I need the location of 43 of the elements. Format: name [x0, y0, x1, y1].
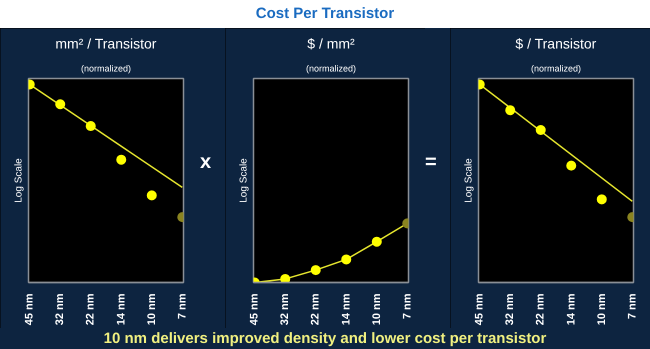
x-tick-label: 10 nm	[146, 293, 158, 326]
x-tick-label: 22 nm	[534, 293, 547, 326]
text: Cost Per Transistor	[0, 0, 650, 28]
x-tick-label: 10 nm	[596, 293, 608, 326]
chart-title: mm² / Transistor	[55, 36, 157, 52]
x-tick-label: 14 nm	[340, 293, 352, 326]
chart-title: $ / Transistor	[515, 36, 597, 52]
x-tick-label: 22 nm	[310, 293, 322, 326]
point	[146, 190, 157, 200]
point	[596, 194, 607, 204]
y-axis-title: Log Scale	[14, 158, 24, 203]
chart-title: $ / mm²	[307, 36, 356, 52]
point	[86, 121, 96, 132]
y-axis-title: Log Scale	[464, 158, 474, 203]
point	[310, 265, 321, 276]
point	[372, 236, 382, 247]
x-tick-label: 7 nm	[176, 293, 188, 320]
x-tick-label: 14 nm	[565, 293, 578, 326]
x-tick-label: 45 nm	[24, 293, 36, 326]
text: =	[425, 150, 437, 175]
point	[280, 274, 290, 282]
y-axis-title: Log Scale	[238, 158, 250, 203]
x-tick-label: 45 nm	[474, 293, 486, 326]
x-tick-label: 32 nm	[54, 293, 66, 326]
point	[341, 254, 352, 264]
point	[536, 125, 546, 135]
text: 10 nm delivers improved density and lower cost per transistor	[102, 329, 548, 349]
text: x	[200, 150, 212, 175]
x-tick-label: 32 nm	[279, 293, 292, 326]
x-tick-label: 45 nm	[248, 293, 261, 326]
chart-subtitle: (normalized)	[530, 64, 582, 74]
x-tick-label: 22 nm	[84, 293, 97, 326]
point	[505, 105, 516, 116]
x-tick-label: 7 nm	[401, 293, 414, 320]
point	[55, 99, 66, 110]
x-tick-label: 7 nm	[626, 293, 638, 320]
x-tick-label: 14 nm	[115, 293, 128, 326]
point	[116, 154, 126, 165]
x-tick-label: 10 nm	[370, 293, 383, 326]
x-tick-label: 32 nm	[504, 293, 516, 326]
chart-subtitle: (normalized)	[306, 64, 356, 74]
point	[566, 160, 576, 171]
chart-subtitle: (normalized)	[80, 64, 132, 74]
